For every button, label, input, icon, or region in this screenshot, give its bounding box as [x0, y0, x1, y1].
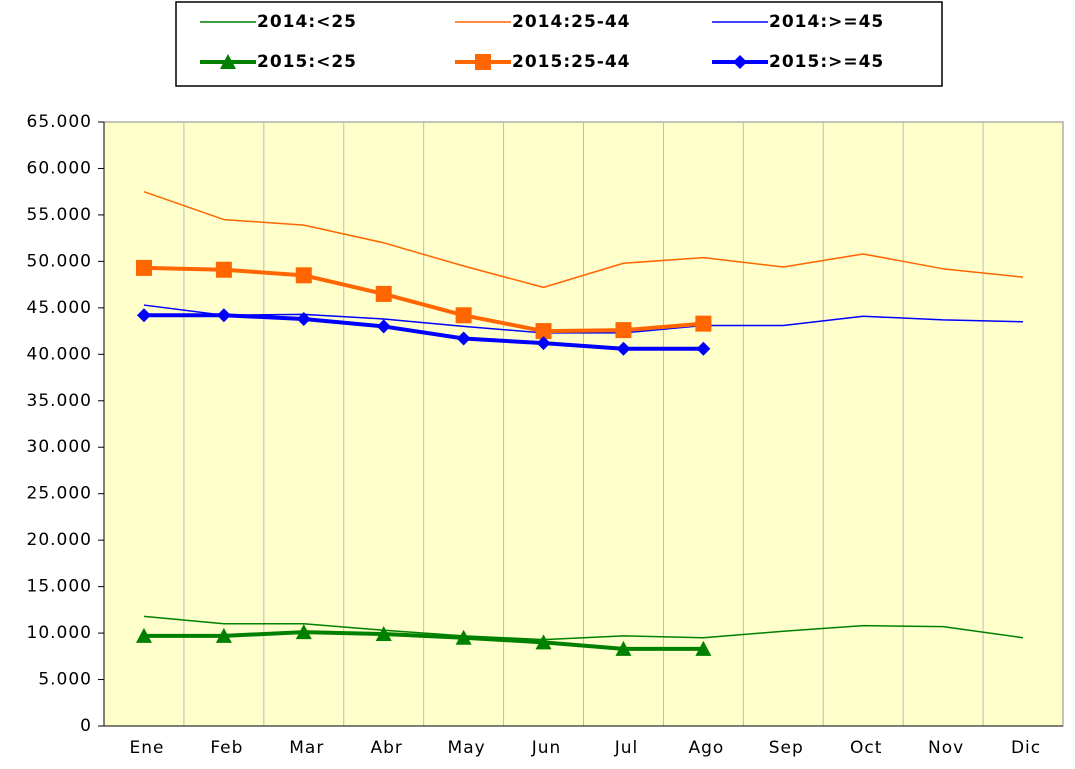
- y-tick-label: 15.000: [27, 577, 92, 597]
- marker: [216, 308, 231, 323]
- marker: [135, 627, 152, 643]
- marker: [135, 259, 152, 276]
- series-line: [143, 313, 704, 351]
- legend-text: 2014:>=45: [769, 12, 884, 32]
- x-tick-label: Abr: [370, 738, 402, 758]
- x-tick-label: Ago: [688, 738, 724, 758]
- marker: [220, 54, 236, 69]
- series-line: [143, 265, 704, 334]
- marker: [295, 624, 312, 640]
- series-line: [143, 615, 1024, 641]
- marker: [296, 311, 311, 326]
- x-tick-label: Feb: [210, 738, 243, 758]
- series-line: [143, 630, 704, 651]
- y-tick-label: 45.000: [27, 298, 92, 318]
- marker: [475, 54, 491, 70]
- y-tick-label: 60.000: [27, 158, 92, 178]
- x-tick-label: Mar: [289, 738, 324, 758]
- series-line: [143, 304, 1024, 334]
- marker: [215, 627, 232, 643]
- legend-text: 2015:<25: [257, 52, 357, 72]
- marker: [295, 267, 312, 284]
- y-tick-label: 35.000: [27, 391, 92, 411]
- legend-box: [175, 1, 943, 87]
- marker: [615, 322, 632, 339]
- marker: [733, 55, 747, 69]
- legend-text: 2015:25-44: [512, 52, 630, 72]
- y-tick-label: 55.000: [27, 205, 92, 225]
- legend-text: 2014:25-44: [512, 12, 630, 32]
- y-tick-label: 10.000: [27, 623, 92, 643]
- x-tick-label: Dic: [1011, 738, 1041, 758]
- y-tick-label: 0: [80, 716, 92, 736]
- legend-text: 2014:<25: [257, 12, 357, 32]
- marker: [376, 319, 391, 334]
- y-tick-label: 30.000: [27, 437, 92, 457]
- series-line: [143, 190, 1024, 289]
- legend-text: 2015:>=45: [769, 52, 884, 72]
- marker: [616, 341, 631, 356]
- marker: [215, 261, 232, 278]
- y-tick-label: 20.000: [27, 530, 92, 550]
- marker: [535, 323, 552, 340]
- y-tick-label: 25.000: [27, 484, 92, 504]
- marker: [455, 629, 472, 645]
- marker: [455, 307, 472, 324]
- x-tick-label: Oct: [850, 738, 882, 758]
- marker: [136, 308, 151, 323]
- y-tick-label: 40.000: [27, 344, 92, 364]
- y-tick-label: 65.000: [27, 112, 92, 132]
- marker: [535, 634, 552, 650]
- x-tick-label: Jun: [531, 738, 562, 758]
- marker: [615, 640, 632, 656]
- y-tick-label: 50.000: [27, 251, 92, 271]
- marker: [456, 331, 471, 346]
- x-tick-label: May: [448, 738, 486, 758]
- x-tick-label: Ene: [129, 738, 164, 758]
- x-tick-label: Sep: [769, 738, 804, 758]
- marker: [695, 640, 712, 656]
- marker: [536, 336, 551, 351]
- x-tick-label: Nov: [928, 738, 964, 758]
- marker: [696, 341, 711, 356]
- marker: [375, 285, 392, 302]
- marker: [375, 626, 392, 642]
- marker: [695, 315, 712, 332]
- y-tick-label: 5.000: [38, 670, 92, 690]
- x-tick-label: Jul: [614, 738, 639, 758]
